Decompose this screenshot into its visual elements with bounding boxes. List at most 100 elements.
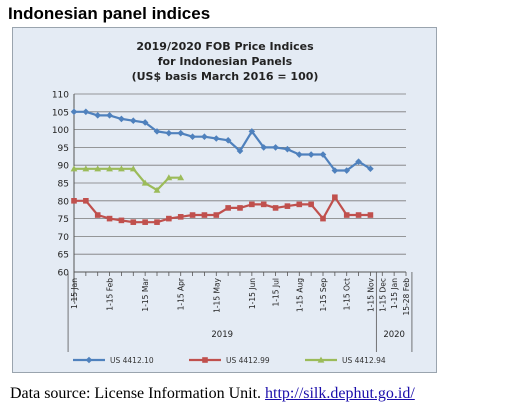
data-point-0-0: [70, 108, 78, 116]
legend-label: US 4412.10: [110, 356, 154, 365]
data-point-1-1: [83, 198, 89, 204]
data-point-1-22: [332, 194, 338, 201]
data-source-label: Data source: License Information Unit.: [10, 385, 262, 402]
legend-label: US 4412.94: [342, 356, 386, 365]
data-point-0-6: [141, 119, 149, 126]
data-point-0-22: [331, 167, 339, 174]
data-point-1-8: [166, 215, 172, 222]
year-label: 2020: [383, 330, 405, 340]
x-tick-label: 1-15 Dec: [378, 278, 387, 312]
data-point-2-4: [118, 165, 125, 172]
data-point-0-18: [284, 145, 291, 153]
data-point-1-23: [343, 212, 350, 218]
y-tick-label: 75: [58, 215, 69, 225]
x-tick-label: 1-15 May: [212, 277, 221, 312]
data-source-link[interactable]: http://silk.dephut.go.id/: [265, 385, 415, 402]
x-tick-label: 1-15 Jul: [272, 278, 281, 306]
legend-label: US 4412.99: [226, 356, 270, 365]
data-point-1-5: [130, 219, 137, 225]
data-point-0-7: [153, 128, 161, 135]
data-point-2-6: [141, 179, 149, 186]
data-point-1-21: [320, 215, 326, 222]
data-point-1-6: [142, 219, 148, 225]
data-point-2-7: [153, 186, 161, 193]
x-tick-label: 1-15 Jun: [248, 278, 257, 309]
data-point-0-12: [212, 135, 220, 142]
legend-marker-0: [85, 356, 93, 364]
data-point-0-8: [165, 129, 173, 137]
data-point-0-15: [248, 128, 256, 135]
data-point-1-25: [367, 212, 374, 218]
x-tick-label: 1-15 Nov: [366, 277, 375, 312]
chart-frame: 2019/2020 FOB Price Indices for Indonesia…: [12, 27, 437, 373]
x-tick-label: 1-15 Sep: [319, 278, 328, 312]
x-tick-label: 1-15 Jan: [390, 278, 399, 309]
data-point-1-19: [296, 201, 303, 208]
chart-title-line: (US$ basis March 2016 = 100): [132, 70, 319, 83]
data-point-0-10: [189, 133, 196, 141]
data-point-1-14: [237, 205, 243, 211]
data-point-0-4: [118, 115, 125, 123]
data-point-1-13: [225, 205, 231, 211]
data-point-1-0: [71, 198, 77, 204]
data-point-1-4: [118, 217, 125, 224]
data-point-0-3: [106, 112, 113, 119]
data-point-1-20: [308, 201, 314, 208]
y-tick-label: 90: [58, 162, 70, 172]
data-point-1-9: [177, 214, 184, 220]
data-point-1-17: [272, 205, 279, 211]
data-point-0-25: [367, 165, 374, 173]
data-point-1-18: [284, 203, 291, 209]
data-point-2-0: [70, 165, 78, 172]
data-point-1-7: [154, 219, 160, 225]
legend-marker-2: [317, 356, 325, 363]
data-point-2-2: [94, 165, 102, 172]
data-point-0-11: [201, 133, 208, 141]
data-point-1-24: [355, 212, 362, 218]
data-point-1-16: [260, 201, 267, 208]
data-point-1-12: [213, 212, 220, 218]
data-point-2-9: [177, 174, 185, 181]
data-point-2-8: [165, 174, 173, 181]
y-tick-label: 80: [58, 197, 70, 207]
data-point-1-15: [249, 201, 255, 208]
x-tick-label: 1-15 Mar: [141, 277, 150, 311]
x-tick-label: 1-15 Jan: [70, 278, 79, 309]
y-tick-label: 95: [58, 144, 69, 154]
x-tick-label: 1-15 Feb: [106, 278, 115, 311]
x-tick-label: 1-15 Oct: [343, 278, 352, 310]
x-tick-label: 1-15 Aug: [295, 278, 304, 312]
price-index-chart: 2019/2020 FOB Price Indices for Indonesia…: [52, 40, 413, 365]
data-point-2-3: [106, 165, 113, 172]
x-tick-label: 15-28 Feb: [402, 278, 411, 316]
data-point-0-9: [177, 129, 185, 137]
data-point-0-17: [272, 144, 279, 151]
data-point-0-1: [82, 108, 90, 116]
data-point-1-10: [189, 212, 196, 218]
data-point-0-23: [343, 167, 351, 174]
y-tick-label: 85: [58, 180, 69, 190]
y-tick-label: 100: [52, 126, 69, 136]
legend-marker-1: [202, 357, 208, 363]
data-point-2-1: [82, 165, 90, 172]
data-point-0-24: [355, 158, 362, 165]
chart-title-line: 2019/2020 FOB Price Indices: [136, 40, 314, 53]
data-point-0-13: [224, 136, 232, 144]
y-tick-label: 105: [52, 108, 69, 118]
y-tick-label: 70: [58, 233, 70, 243]
data-source-line: Data source: License Information Unit. h…: [10, 385, 415, 403]
data-point-2-5: [129, 165, 137, 172]
data-point-0-16: [260, 144, 268, 151]
data-point-1-2: [94, 212, 101, 218]
x-tick-label: 1-15 Apr: [177, 277, 186, 310]
chart-title-line: for Indonesian Panels: [158, 55, 293, 68]
data-point-0-2: [94, 112, 102, 119]
page-heading: Indonesian panel indices: [8, 4, 211, 23]
data-point-1-3: [106, 215, 113, 222]
y-tick-label: 65: [58, 251, 69, 261]
year-label: 2019: [211, 330, 233, 340]
data-point-1-11: [201, 212, 208, 218]
y-tick-label: 110: [52, 91, 69, 101]
series-line-2: [74, 167, 181, 192]
y-tick-label: 60: [58, 269, 70, 279]
